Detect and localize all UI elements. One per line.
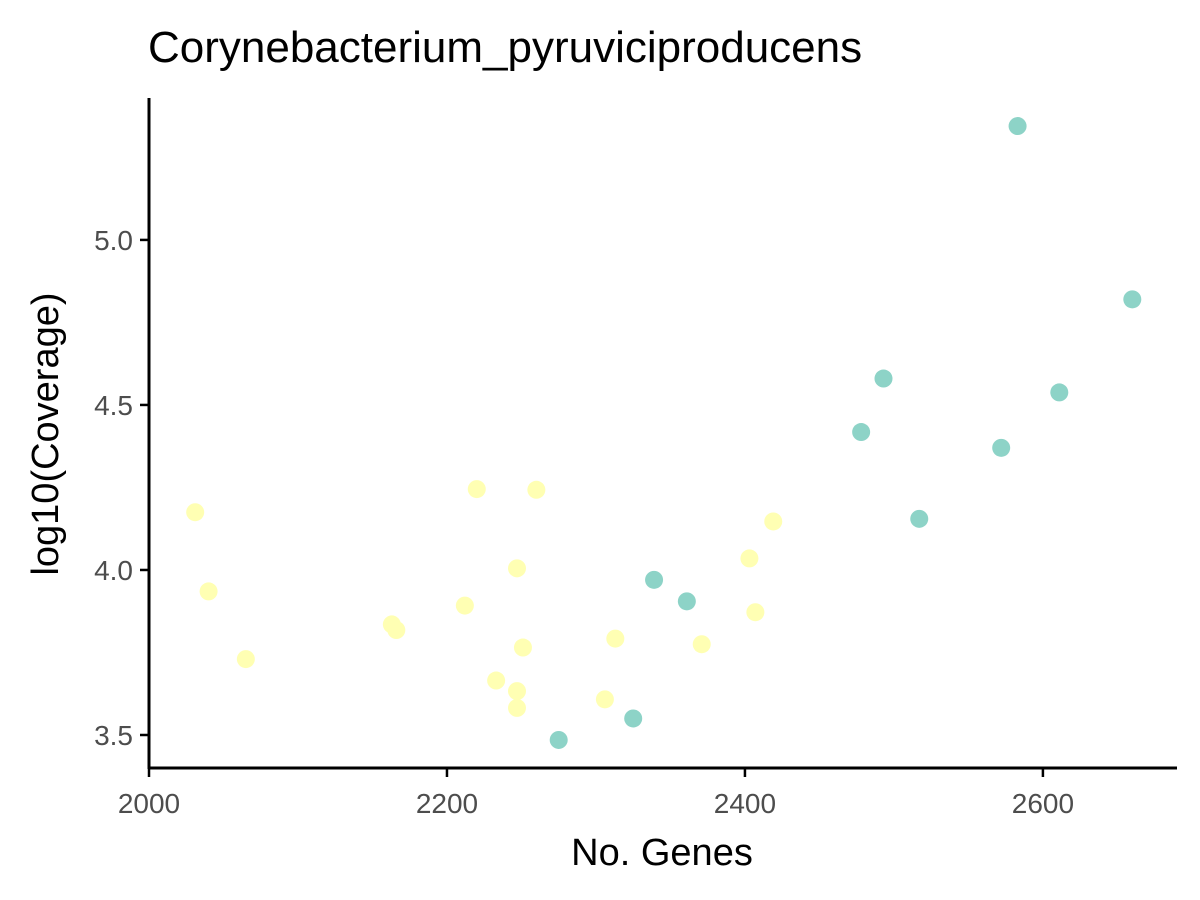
data-point-series-2-6 <box>874 369 893 388</box>
data-point-series-2-1 <box>549 730 568 749</box>
data-point-series-1-15 <box>606 629 625 648</box>
data-point-series-1-10 <box>507 682 526 701</box>
data-point-series-1-17 <box>740 549 759 568</box>
y-tick-label: 4.5 <box>94 390 133 421</box>
data-point-series-2-3 <box>645 570 664 589</box>
data-point-series-1-13 <box>527 480 546 499</box>
data-point-series-2-10 <box>1050 383 1069 402</box>
data-point-series-1-18 <box>746 603 765 622</box>
data-point-series-1-9 <box>507 559 526 578</box>
x-tick-label: 2200 <box>416 788 478 819</box>
data-point-series-1-14 <box>595 690 614 709</box>
chart-title: Corynebacterium_pyruviciproducens <box>148 23 862 72</box>
data-point-series-2-11 <box>1123 290 1142 309</box>
data-point-series-2-7 <box>910 509 929 528</box>
data-point-series-2-4 <box>677 592 696 611</box>
y-tick-label: 4.0 <box>94 555 133 586</box>
y-tick-label: 5.0 <box>94 225 133 256</box>
data-point-series-2-9 <box>1008 117 1027 136</box>
data-point-series-1-5 <box>387 621 406 640</box>
data-point-series-1-3 <box>236 650 255 669</box>
data-point-series-2-2 <box>624 709 643 728</box>
y-axis-title: log10(Coverage) <box>25 292 67 575</box>
data-point-series-1-12 <box>513 638 532 657</box>
x-tick-label: 2000 <box>118 788 180 819</box>
data-point-series-1-8 <box>487 671 506 690</box>
x-axis-ticks: 2000 2200 2400 2600 <box>118 768 1074 819</box>
data-points <box>186 117 1142 749</box>
y-tick-label: 3.5 <box>94 720 133 751</box>
data-point-series-2-8 <box>992 438 1011 457</box>
data-point-series-1-16 <box>692 635 711 654</box>
x-axis-title: No. Genes <box>571 832 753 874</box>
x-tick-label: 2600 <box>1012 788 1074 819</box>
data-point-series-1-6 <box>455 596 474 615</box>
data-point-series-1-2 <box>199 582 218 601</box>
data-point-series-1-11 <box>507 698 526 717</box>
data-point-series-1-1 <box>186 503 205 522</box>
data-point-series-1-7 <box>467 480 486 499</box>
data-point-series-2-5 <box>852 423 871 442</box>
y-axis-ticks: 3.5 4.0 4.5 5.0 <box>94 225 149 751</box>
x-tick-label: 2400 <box>714 788 776 819</box>
data-point-series-1-19 <box>764 512 783 531</box>
